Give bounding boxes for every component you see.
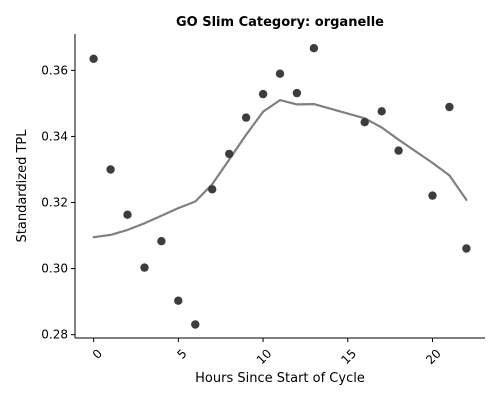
x-tick-label: 15: [338, 346, 359, 367]
x-tick-label: 10: [254, 346, 275, 367]
data-point: [241, 113, 251, 122]
data-point: [106, 165, 115, 174]
data-point: [225, 149, 234, 159]
y-tick-label: 0.34: [41, 129, 68, 143]
data-point: [123, 210, 132, 219]
plot-area: 0.28 0.30 0.32 0.34 0.36 0 5 10 15 20: [41, 34, 485, 367]
y-tick-label: 0.28: [41, 328, 68, 342]
data-point: [89, 54, 98, 63]
data-point: [445, 102, 454, 112]
data-point: [377, 107, 386, 116]
trend-line: [92, 99, 468, 239]
data-point: [428, 191, 437, 200]
data-point: [140, 263, 149, 272]
y-tick-label: 0.36: [41, 63, 68, 77]
data-point: [208, 185, 217, 194]
x-tick-label: 20: [423, 346, 444, 367]
data-point: [394, 146, 403, 155]
x-tick-label: 5: [174, 346, 189, 361]
data-point: [309, 44, 319, 53]
data-point: [292, 88, 302, 98]
y-tick-label: 0.32: [41, 196, 68, 210]
data-point: [462, 244, 471, 253]
data-point: [258, 89, 268, 99]
data-point: [157, 237, 166, 246]
data-point: [275, 69, 285, 78]
chart-title: GO Slim Category: organelle: [176, 15, 384, 30]
data-point: [360, 118, 369, 127]
x-tick-label: 0: [90, 346, 105, 361]
data-point: [174, 296, 183, 305]
y-axis-label: Standardized TPL: [15, 129, 30, 243]
x-axis-label: Hours Since Start of Cycle: [195, 371, 365, 386]
y-tick-label: 0.30: [41, 262, 68, 276]
data-point: [191, 320, 200, 329]
